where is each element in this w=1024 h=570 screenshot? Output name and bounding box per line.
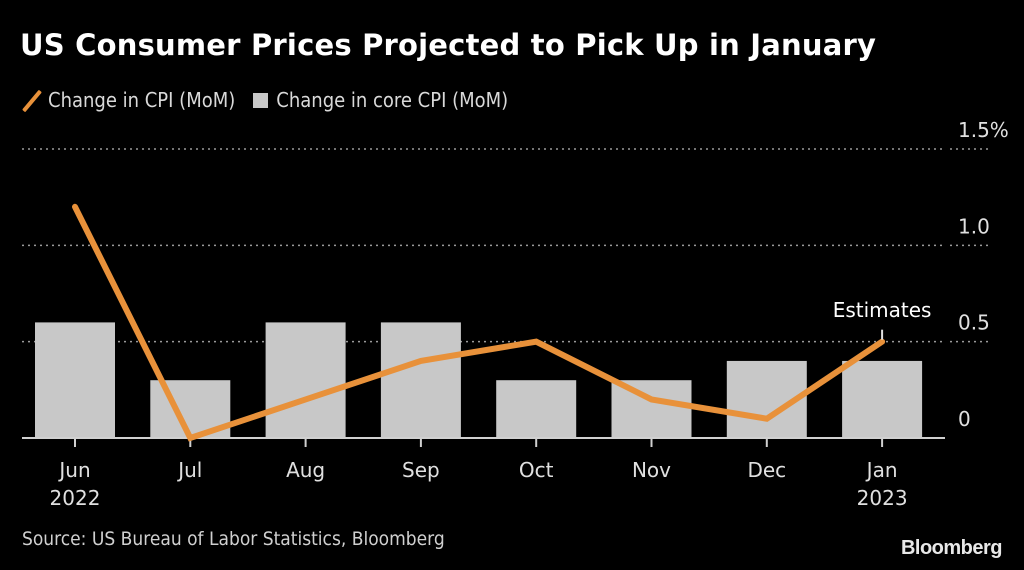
bloomberg-logo: Bloomberg — [900, 537, 1003, 559]
y-tick-label: 1.0 — [958, 214, 990, 238]
legend-item-core-cpi: Change in core CPI (MoM) — [253, 88, 508, 112]
legend: Change in CPI (MoM) Change in core CPI (… — [20, 88, 526, 112]
legend-item-cpi: Change in CPI (MoM) — [20, 88, 235, 112]
x-tick-label-nov: Nov — [632, 458, 671, 482]
y-tick-label: 0.5 — [958, 311, 990, 335]
x-tick-sublabel-2023: 2023 — [857, 486, 908, 510]
chart-title: US Consumer Prices Projected to Pick Up … — [20, 28, 877, 62]
line-cpi — [72, 203, 886, 442]
bar-core-cpi-sep — [380, 322, 461, 438]
bar-core-cpi-oct — [496, 380, 577, 438]
x-tick-label-oct: Oct — [519, 458, 554, 482]
legend-label-cpi: Change in CPI (MoM) — [48, 88, 236, 112]
annotation-estimates: Estimates — [833, 298, 932, 322]
legend-label-core-cpi: Change in core CPI (MoM) — [276, 88, 509, 112]
x-tick-label-jan: Jan — [865, 458, 898, 482]
x-tick-label-jun: Jun — [57, 458, 90, 482]
bar-core-cpi-nov — [611, 380, 692, 438]
x-tick-sublabel-2022: 2022 — [50, 486, 101, 510]
y-tick-label: 0 — [958, 407, 971, 431]
box-swatch-icon — [253, 92, 269, 108]
x-tick-label-aug: Aug — [286, 458, 325, 482]
source-note: Source: US Bureau of Labor Statistics, B… — [22, 528, 445, 550]
x-tick-label-dec: Dec — [747, 458, 786, 482]
bar-core-cpi-jun — [35, 322, 115, 438]
bar-core-cpi-jan — [842, 360, 923, 438]
bar-core-cpi-aug — [265, 322, 346, 438]
y-tick-label: 1.5% — [958, 118, 1009, 142]
x-tick-label-sep: Sep — [402, 458, 440, 482]
x-tick-label-jul: Jul — [176, 458, 202, 482]
